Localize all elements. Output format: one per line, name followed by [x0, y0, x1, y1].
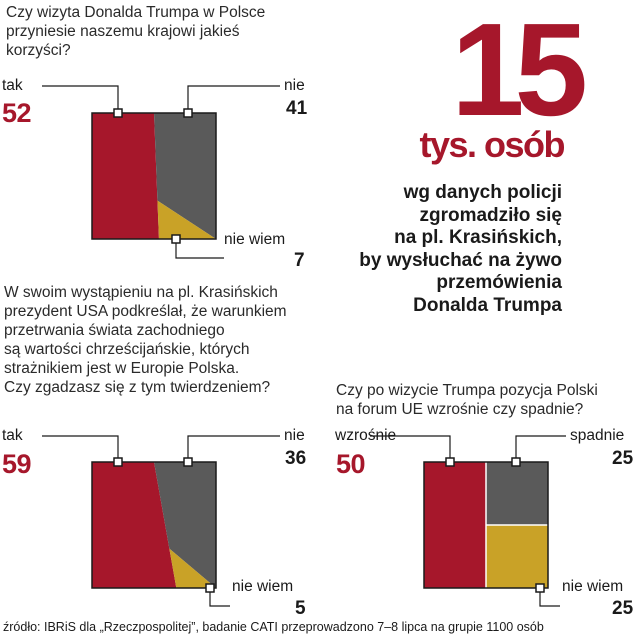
chart3-value-up: 50 [336, 449, 366, 479]
chart2-label-no: nie [284, 427, 305, 444]
chart3-question-line: Czy po wizycie Trumpa pozycja Polski [336, 382, 598, 399]
chart2-leader-yes [42, 435, 119, 462]
chart1-marker-no [183, 108, 193, 118]
chart2-question-line: prezydent USA podkreślał, że warunkiem [4, 303, 287, 320]
chart2-leader-dk [209, 588, 230, 607]
chart1-leader-dk [175, 239, 224, 259]
hero-desc-line: przemówienia [436, 272, 562, 293]
chart2-question-line: strażnikiem jest w Europie Polska. [4, 360, 240, 377]
chart2-leader-no [187, 435, 280, 462]
chart2-label-yes: tak [2, 427, 23, 444]
hero-desc-line: zgromadziło się [419, 204, 562, 226]
chart3-leader-dk [539, 588, 560, 607]
chart3-question: Czy po wizycie Trumpa pozycja Polski na … [336, 381, 598, 419]
chart3-box-outline [423, 461, 549, 589]
chart1-question: Czy wizyta Donalda Trumpa w Polsce przyn… [6, 3, 265, 60]
chart3-label-down: spadnie [570, 427, 625, 444]
hero-desc-line: by wysłuchać na żywo [359, 249, 562, 271]
chart1-bar-dk [157, 200, 216, 239]
chart3-label-dk: nie wiem [562, 578, 624, 595]
hero-desc-line: na pl. Krasińskich, [394, 227, 562, 248]
chart1-question-line: korzyści? [6, 42, 71, 59]
chart2-box-outline [91, 461, 217, 589]
chart1-question-line: Czy wizyta Donalda Trumpa w Polsce [6, 4, 266, 21]
chart3-bar-down [486, 462, 548, 525]
chart2-question-line: są wartości chrześcijańskie, których [4, 341, 250, 358]
chart1-box-outline [91, 112, 217, 240]
hero-number: 15 [451, 0, 588, 143]
chart1-label-dk: nie wiem [224, 231, 286, 248]
chart1-leader-yes [42, 85, 119, 113]
chart2-value-yes: 59 [2, 449, 32, 479]
chart2-question-line: przetrwania świata zachodniego [4, 322, 225, 339]
chart3-bar-dk [486, 525, 548, 588]
hero-unit: tys. osób [419, 124, 565, 165]
chart2-bar-yes [92, 462, 177, 588]
chart2-bar-no [154, 462, 216, 588]
chart1-bar-no [154, 113, 216, 239]
hero-desc-line: wg danych policji [403, 182, 562, 203]
chart1-value-dk: 7 [294, 250, 305, 271]
chart1-leader-no [187, 85, 280, 113]
chart3-value-dk: 25 [612, 598, 634, 619]
chart1-marker-dk [171, 234, 181, 244]
chart1-label-no: nie [284, 77, 305, 94]
chart1-question-line: przyniesie naszemu krajowi jakieś [6, 23, 240, 40]
chart2-marker-no [183, 457, 193, 467]
chart2-question-line: Czy zgadzasz się z tym twierdzeniem? [4, 379, 271, 396]
chart2-marker-yes [113, 457, 123, 467]
chart3-marker-up [445, 457, 455, 467]
chart3-label-up: wzrośnie [335, 427, 397, 444]
chart3-leader-up [370, 435, 451, 462]
chart3-leader-down [515, 435, 566, 462]
chart1-marker-yes [113, 108, 123, 118]
hero-desc-line: Donalda Trumpa [413, 294, 562, 316]
chart2-bar-dk [169, 548, 216, 588]
chart3-marker-dk [535, 583, 545, 593]
source-note: źródło: IBRiS dla „Rzeczpospolitej”, bad… [3, 620, 544, 634]
hero-description: wg danych policji zgromadziło się na pl.… [359, 182, 562, 317]
chart3-marker-down [511, 457, 521, 467]
chart2-label-dk: nie wiem [232, 578, 294, 595]
chart3-value-down: 25 [612, 448, 634, 469]
chart2-question: W swoim wystąpieniu na pl. Krasińskich p… [4, 283, 287, 397]
chart2-marker-dk [205, 583, 215, 593]
chart2-value-dk: 5 [295, 598, 306, 619]
chart1-value-no: 41 [286, 98, 308, 119]
chart3-bar-up [424, 462, 486, 588]
chart2-value-no: 36 [285, 448, 307, 469]
chart3-question-line: na forum UE wzrośnie czy spadnie? [336, 401, 584, 418]
chart1-value-yes: 52 [2, 98, 32, 128]
chart1-label-yes: tak [2, 77, 23, 94]
chart2-question-line: W swoim wystąpieniu na pl. Krasińskich [4, 284, 278, 301]
chart1-bar-yes [92, 113, 159, 239]
